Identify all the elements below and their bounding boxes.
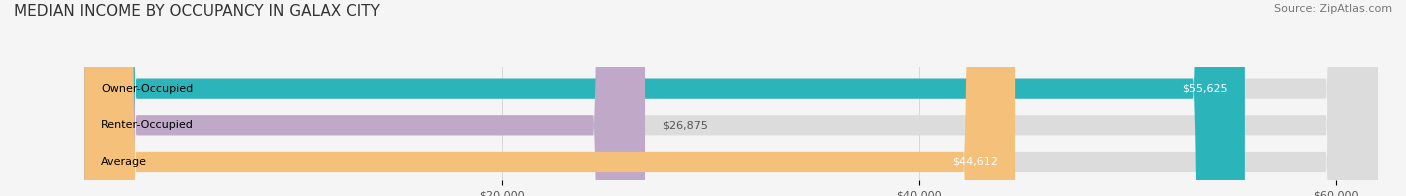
Text: MEDIAN INCOME BY OCCUPANCY IN GALAX CITY: MEDIAN INCOME BY OCCUPANCY IN GALAX CITY <box>14 4 380 19</box>
Text: $26,875: $26,875 <box>662 120 707 130</box>
FancyBboxPatch shape <box>84 0 1378 196</box>
Text: Source: ZipAtlas.com: Source: ZipAtlas.com <box>1274 4 1392 14</box>
Text: Owner-Occupied: Owner-Occupied <box>101 84 193 94</box>
FancyBboxPatch shape <box>84 0 1015 196</box>
FancyBboxPatch shape <box>84 0 1378 196</box>
FancyBboxPatch shape <box>84 0 1378 196</box>
Text: $55,625: $55,625 <box>1182 84 1229 94</box>
Text: $44,612: $44,612 <box>952 157 998 167</box>
Text: Average: Average <box>101 157 148 167</box>
FancyBboxPatch shape <box>84 0 645 196</box>
FancyBboxPatch shape <box>84 0 1244 196</box>
Text: Renter-Occupied: Renter-Occupied <box>101 120 194 130</box>
